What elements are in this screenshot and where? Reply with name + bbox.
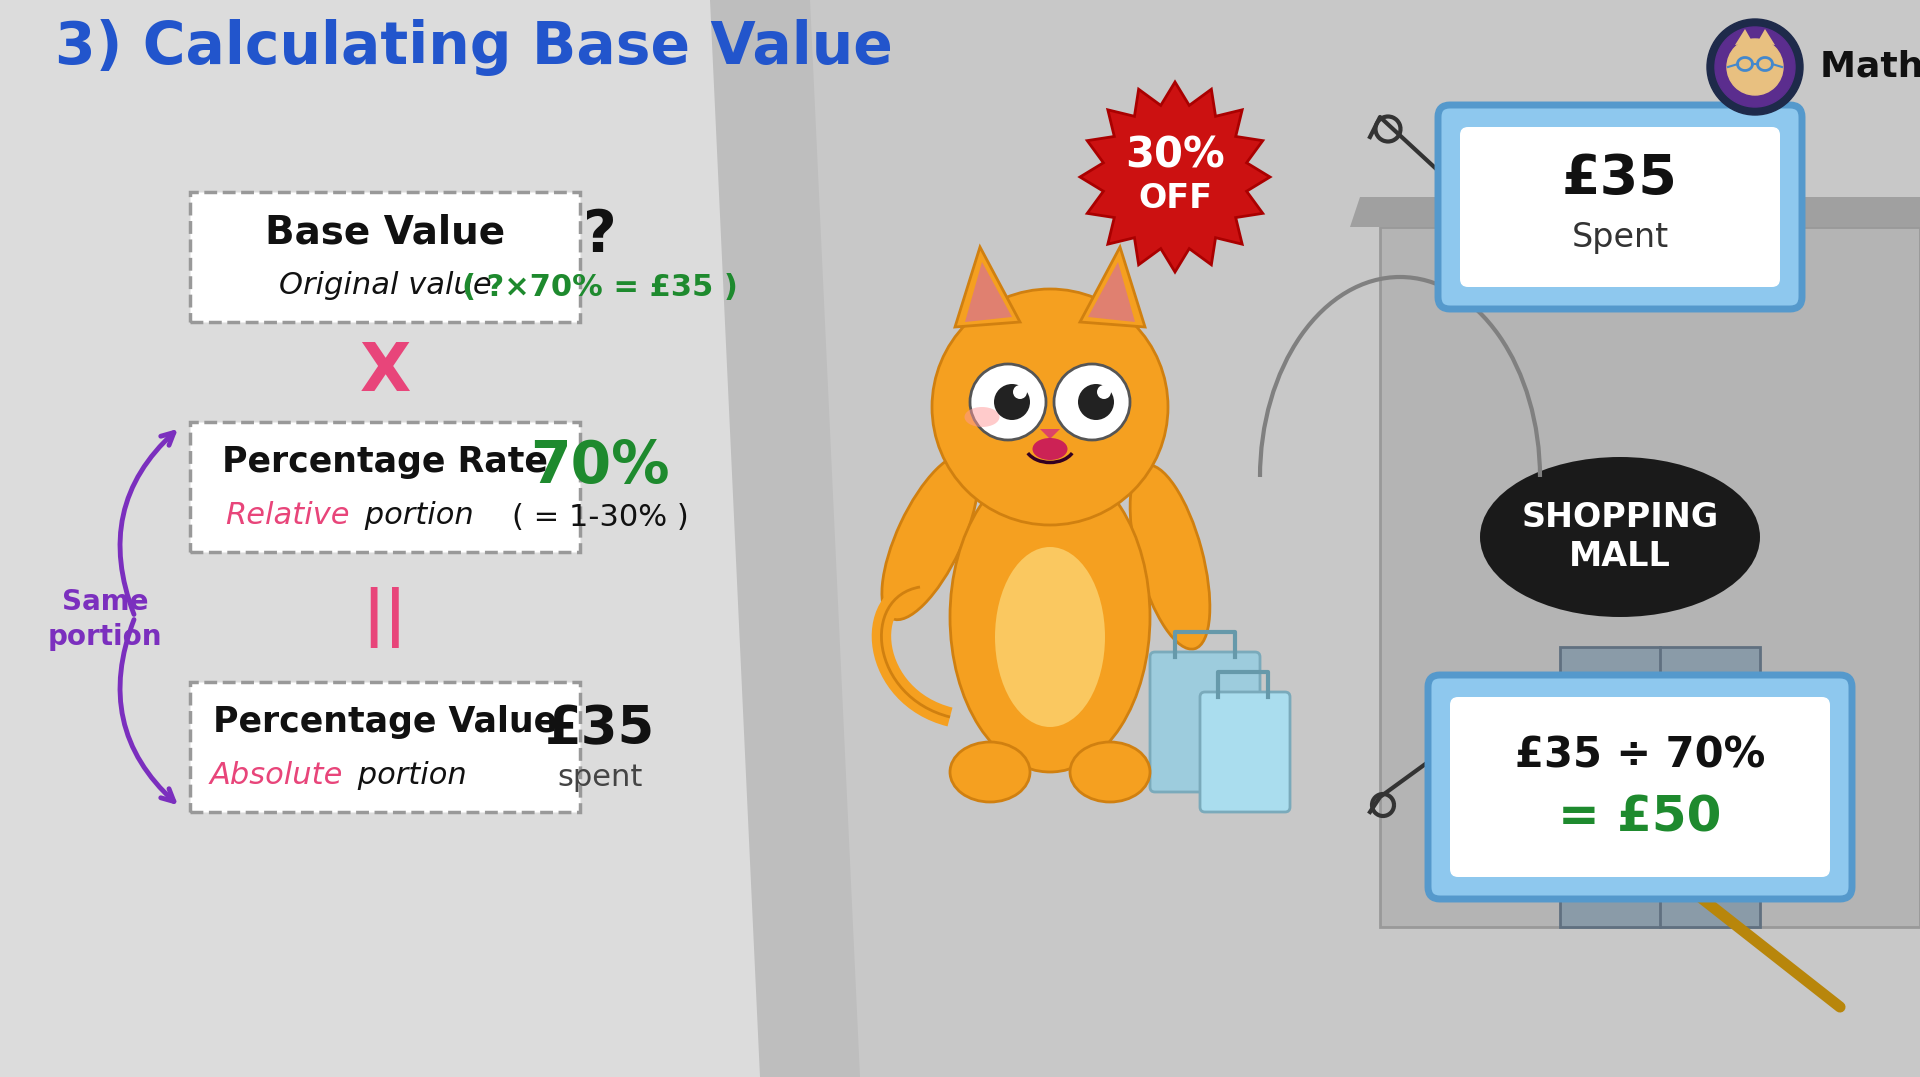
Text: ||: ||: [363, 587, 407, 647]
Ellipse shape: [995, 547, 1106, 727]
Polygon shape: [1041, 429, 1060, 439]
Polygon shape: [966, 262, 1012, 322]
Text: Maths Angel: Maths Angel: [1820, 50, 1920, 84]
Text: £35: £35: [1563, 152, 1678, 206]
FancyBboxPatch shape: [1380, 227, 1920, 927]
Circle shape: [1054, 364, 1131, 440]
Text: ( = 1-30% ): ( = 1-30% ): [511, 503, 689, 532]
Text: portion: portion: [348, 760, 467, 789]
Ellipse shape: [1480, 457, 1761, 617]
Text: Percentage Value: Percentage Value: [213, 705, 557, 739]
Text: £35 ÷ 70%: £35 ÷ 70%: [1515, 735, 1764, 777]
Circle shape: [931, 289, 1167, 524]
Text: Absolute: Absolute: [209, 760, 344, 789]
Text: OFF: OFF: [1139, 182, 1212, 215]
FancyBboxPatch shape: [190, 192, 580, 322]
Text: Base Value: Base Value: [265, 213, 505, 251]
Ellipse shape: [881, 454, 977, 619]
FancyBboxPatch shape: [1559, 647, 1761, 927]
Text: portion: portion: [48, 623, 163, 651]
FancyBboxPatch shape: [1459, 127, 1780, 286]
Polygon shape: [1736, 29, 1753, 45]
Polygon shape: [710, 0, 860, 1077]
Text: ?: ?: [584, 207, 616, 264]
Ellipse shape: [950, 742, 1029, 802]
FancyBboxPatch shape: [190, 682, 580, 812]
Text: Relative: Relative: [225, 501, 349, 530]
Text: 30%: 30%: [1125, 134, 1225, 176]
Text: X: X: [359, 339, 411, 405]
Circle shape: [1707, 19, 1803, 115]
Text: Same: Same: [61, 588, 148, 616]
Text: Percentage Rate: Percentage Rate: [223, 445, 547, 479]
Polygon shape: [780, 0, 1920, 1077]
Ellipse shape: [950, 462, 1150, 772]
Ellipse shape: [1033, 438, 1068, 460]
Polygon shape: [954, 247, 1020, 327]
FancyBboxPatch shape: [1438, 104, 1803, 309]
Circle shape: [1014, 384, 1027, 398]
Ellipse shape: [1069, 742, 1150, 802]
Circle shape: [1726, 39, 1784, 95]
Circle shape: [1096, 384, 1112, 398]
Polygon shape: [1350, 197, 1920, 227]
Text: Spent: Spent: [1571, 221, 1668, 253]
FancyBboxPatch shape: [1200, 693, 1290, 812]
Ellipse shape: [1131, 465, 1210, 649]
FancyBboxPatch shape: [1450, 697, 1830, 877]
Circle shape: [1715, 27, 1795, 107]
Circle shape: [970, 364, 1046, 440]
Circle shape: [1077, 384, 1114, 420]
Text: spent: spent: [557, 763, 643, 792]
FancyBboxPatch shape: [1150, 652, 1260, 792]
Circle shape: [995, 384, 1029, 420]
Text: Original value: Original value: [278, 270, 492, 299]
Ellipse shape: [964, 407, 1000, 426]
Polygon shape: [1079, 82, 1269, 272]
Text: = £50: = £50: [1559, 793, 1722, 841]
FancyBboxPatch shape: [1428, 675, 1853, 899]
Polygon shape: [1079, 247, 1144, 327]
Text: 3) Calculating Base Value: 3) Calculating Base Value: [56, 18, 893, 75]
Text: SHOPPING
MALL: SHOPPING MALL: [1521, 502, 1718, 573]
Text: portion: portion: [355, 501, 474, 530]
Text: ( ?×70% = £35 ): ( ?×70% = £35 ): [463, 272, 737, 302]
FancyBboxPatch shape: [190, 422, 580, 553]
Polygon shape: [1089, 262, 1135, 322]
Polygon shape: [1757, 29, 1774, 45]
Text: 70%: 70%: [530, 438, 670, 495]
Text: £35: £35: [545, 703, 655, 755]
